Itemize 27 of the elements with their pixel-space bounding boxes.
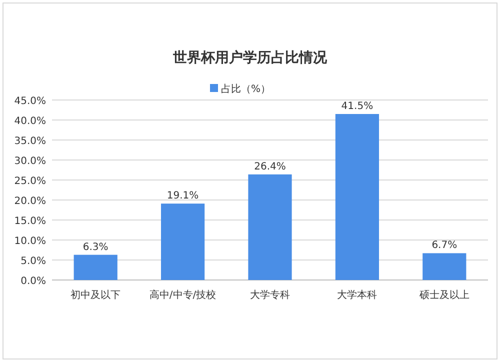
y-tick-label: 15.0%	[14, 216, 46, 227]
x-tick-label: 初中及以下	[70, 289, 121, 301]
y-tick-label: 40.0%	[14, 116, 46, 127]
legend-label: 占比（%）	[221, 83, 271, 95]
y-tick-label: 20.0%	[14, 196, 46, 207]
y-tick-label: 30.0%	[14, 156, 46, 167]
bar	[248, 174, 292, 280]
chart-title: 世界杯用户学历占比情况	[172, 49, 328, 66]
y-tick-label: 0.0%	[20, 276, 46, 287]
data-label: 6.3%	[82, 242, 108, 253]
bar	[422, 253, 466, 280]
y-tick-label: 25.0%	[14, 176, 46, 187]
x-tick-label: 大学专科	[250, 289, 290, 301]
bar	[161, 204, 205, 280]
bar	[74, 254, 118, 280]
y-tick-label: 10.0%	[14, 236, 46, 247]
x-tick-label: 大学本科	[337, 289, 378, 301]
data-label: 6.7%	[432, 240, 458, 252]
x-tick-label: 高中/中专/技校	[149, 289, 216, 301]
y-tick-label: 5.0%	[20, 256, 46, 267]
data-label: 41.5%	[341, 101, 374, 112]
data-label: 26.4%	[254, 161, 286, 172]
y-tick-label: 45.0%	[14, 96, 46, 107]
bar	[335, 114, 379, 280]
y-tick-label: 35.0%	[14, 136, 46, 147]
data-label: 19.1%	[166, 190, 199, 202]
x-tick-label: 硕士及以上	[418, 289, 470, 301]
